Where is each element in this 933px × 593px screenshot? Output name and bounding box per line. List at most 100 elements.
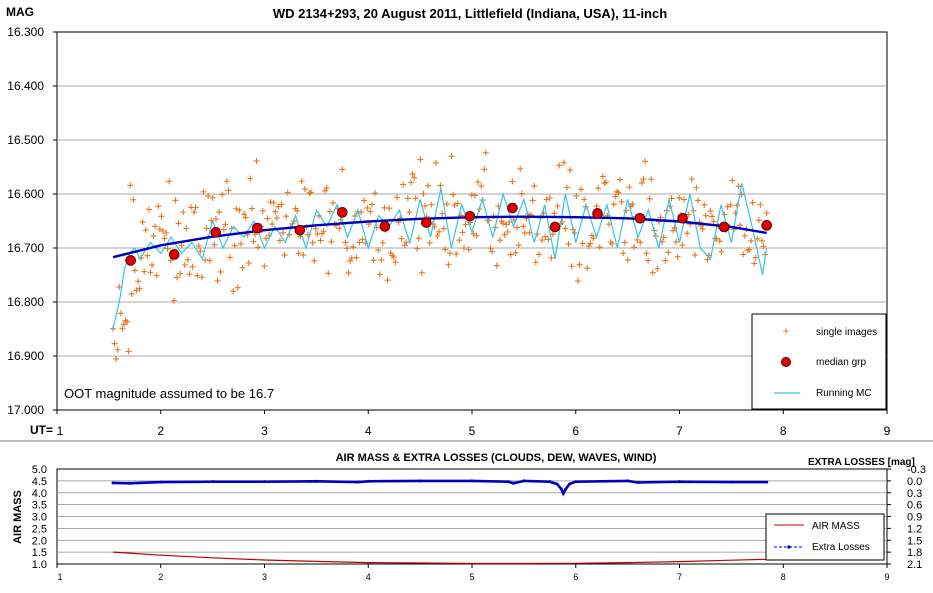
top-y-tick-label: 16.400 <box>7 79 44 93</box>
top-chart-xlabel: UT= <box>30 423 53 437</box>
bottom-legend-box <box>765 513 885 561</box>
single-image-point <box>595 185 602 192</box>
top-y-tick-label: 16.500 <box>7 133 44 147</box>
median-point <box>507 202 518 214</box>
single-image-point <box>565 241 572 248</box>
single-image-point <box>284 189 291 196</box>
bottom-y2-tick-label: 1.2 <box>907 523 922 535</box>
single-image-point <box>549 231 556 238</box>
single-image-point <box>709 213 716 220</box>
single-image-point <box>461 245 468 252</box>
single-image-point <box>161 235 168 242</box>
single-image-point <box>757 201 764 208</box>
single-image-point <box>535 251 542 258</box>
legend-median-marker <box>781 357 791 367</box>
single-image-point <box>450 191 457 198</box>
single-image-point <box>401 242 408 249</box>
single-image-point <box>253 157 260 164</box>
single-image-point <box>763 210 770 217</box>
single-image-point <box>223 178 230 185</box>
single-image-point <box>362 240 369 247</box>
bottom-y2-tick-label: 0.3 <box>907 488 922 500</box>
single-image-point <box>581 196 588 203</box>
single-image-point <box>411 174 418 181</box>
single-image-point <box>574 278 581 285</box>
single-image-point <box>312 225 319 232</box>
single-image-point <box>141 268 148 275</box>
single-image-point <box>414 245 421 252</box>
extra-losses-point <box>263 480 266 484</box>
single-image-point <box>422 202 429 209</box>
single-image-point <box>693 184 700 191</box>
top-x-tick-label: 9 <box>884 424 891 438</box>
extra-losses-point <box>159 480 163 484</box>
legend-single-marker: + <box>782 324 789 338</box>
single-image-point <box>200 188 207 195</box>
single-image-point <box>172 197 179 204</box>
single-image-point <box>648 176 655 183</box>
single-image-point <box>197 248 204 255</box>
extra-losses-point <box>678 480 681 484</box>
bottom-y2-tick-label: 0.0 <box>907 476 922 488</box>
single-image-point <box>620 250 627 257</box>
single-image-point <box>231 242 238 249</box>
single-image-point <box>186 271 193 278</box>
single-image-point <box>353 254 360 261</box>
single-image-point <box>177 270 184 277</box>
single-image-point <box>211 241 218 248</box>
bottom-y-tick-label: 4.5 <box>32 476 47 488</box>
single-image-point <box>679 242 686 249</box>
extra-losses-point <box>211 480 215 484</box>
bottom-y2-tick-label: 0.9 <box>907 512 922 524</box>
top-chart-title: WD 2134+293, 20 August 2011, Littlefield… <box>273 6 667 21</box>
top-x-tick-label: 3 <box>261 424 268 438</box>
bottom-y-tick-label: 2.5 <box>32 523 47 535</box>
single-image-point <box>175 220 182 227</box>
single-image-point <box>149 262 156 269</box>
single-image-point <box>563 184 570 191</box>
single-image-point <box>631 244 638 251</box>
single-image-point <box>680 196 687 203</box>
single-image-point <box>649 269 656 276</box>
single-image-point <box>370 257 377 264</box>
single-image-point <box>124 318 131 325</box>
single-image-point <box>716 238 723 245</box>
single-image-point <box>359 236 366 243</box>
bottom-y-tick-label: 5.0 <box>32 464 47 476</box>
top-x-tick-label: 1 <box>57 424 64 438</box>
bottom-x-tick-label: 5 <box>469 572 474 582</box>
single-image-point <box>428 201 435 208</box>
single-image-point <box>540 210 547 217</box>
single-image-point <box>445 261 452 268</box>
bottom-chart-legend: AIR MASS Extra Losses <box>765 513 885 561</box>
single-image-point <box>212 215 219 222</box>
fit-curve <box>112 215 767 259</box>
single-image-point <box>724 203 731 210</box>
single-image-point <box>403 239 410 246</box>
single-image-point <box>671 224 678 231</box>
single-image-point <box>612 193 619 200</box>
top-x-tick-label: 4 <box>365 424 372 438</box>
single-image-point <box>512 249 519 256</box>
single-image-point <box>361 197 368 204</box>
single-image-point <box>751 260 758 267</box>
bottom-y2-tick-label: 1.8 <box>907 547 922 559</box>
single-image-point <box>280 229 287 236</box>
single-image-point <box>617 176 624 183</box>
top-y-tick-label: 16.900 <box>7 349 44 363</box>
extra-losses-point <box>548 480 552 484</box>
top-y-tick-label: 16.600 <box>7 187 44 201</box>
single-image-point <box>417 156 424 163</box>
median-point <box>718 221 730 233</box>
single-image-point <box>128 290 135 297</box>
extra-losses-point <box>470 479 474 483</box>
single-image-point <box>640 176 647 183</box>
single-image-point <box>241 211 248 218</box>
single-image-point <box>426 239 433 246</box>
single-image-point <box>554 203 561 210</box>
single-image-point <box>752 254 759 261</box>
single-image-point <box>298 178 305 185</box>
bottom-y-tick-label: 2.0 <box>32 535 47 547</box>
single-image-point <box>329 199 336 206</box>
single-image-point <box>520 223 527 230</box>
